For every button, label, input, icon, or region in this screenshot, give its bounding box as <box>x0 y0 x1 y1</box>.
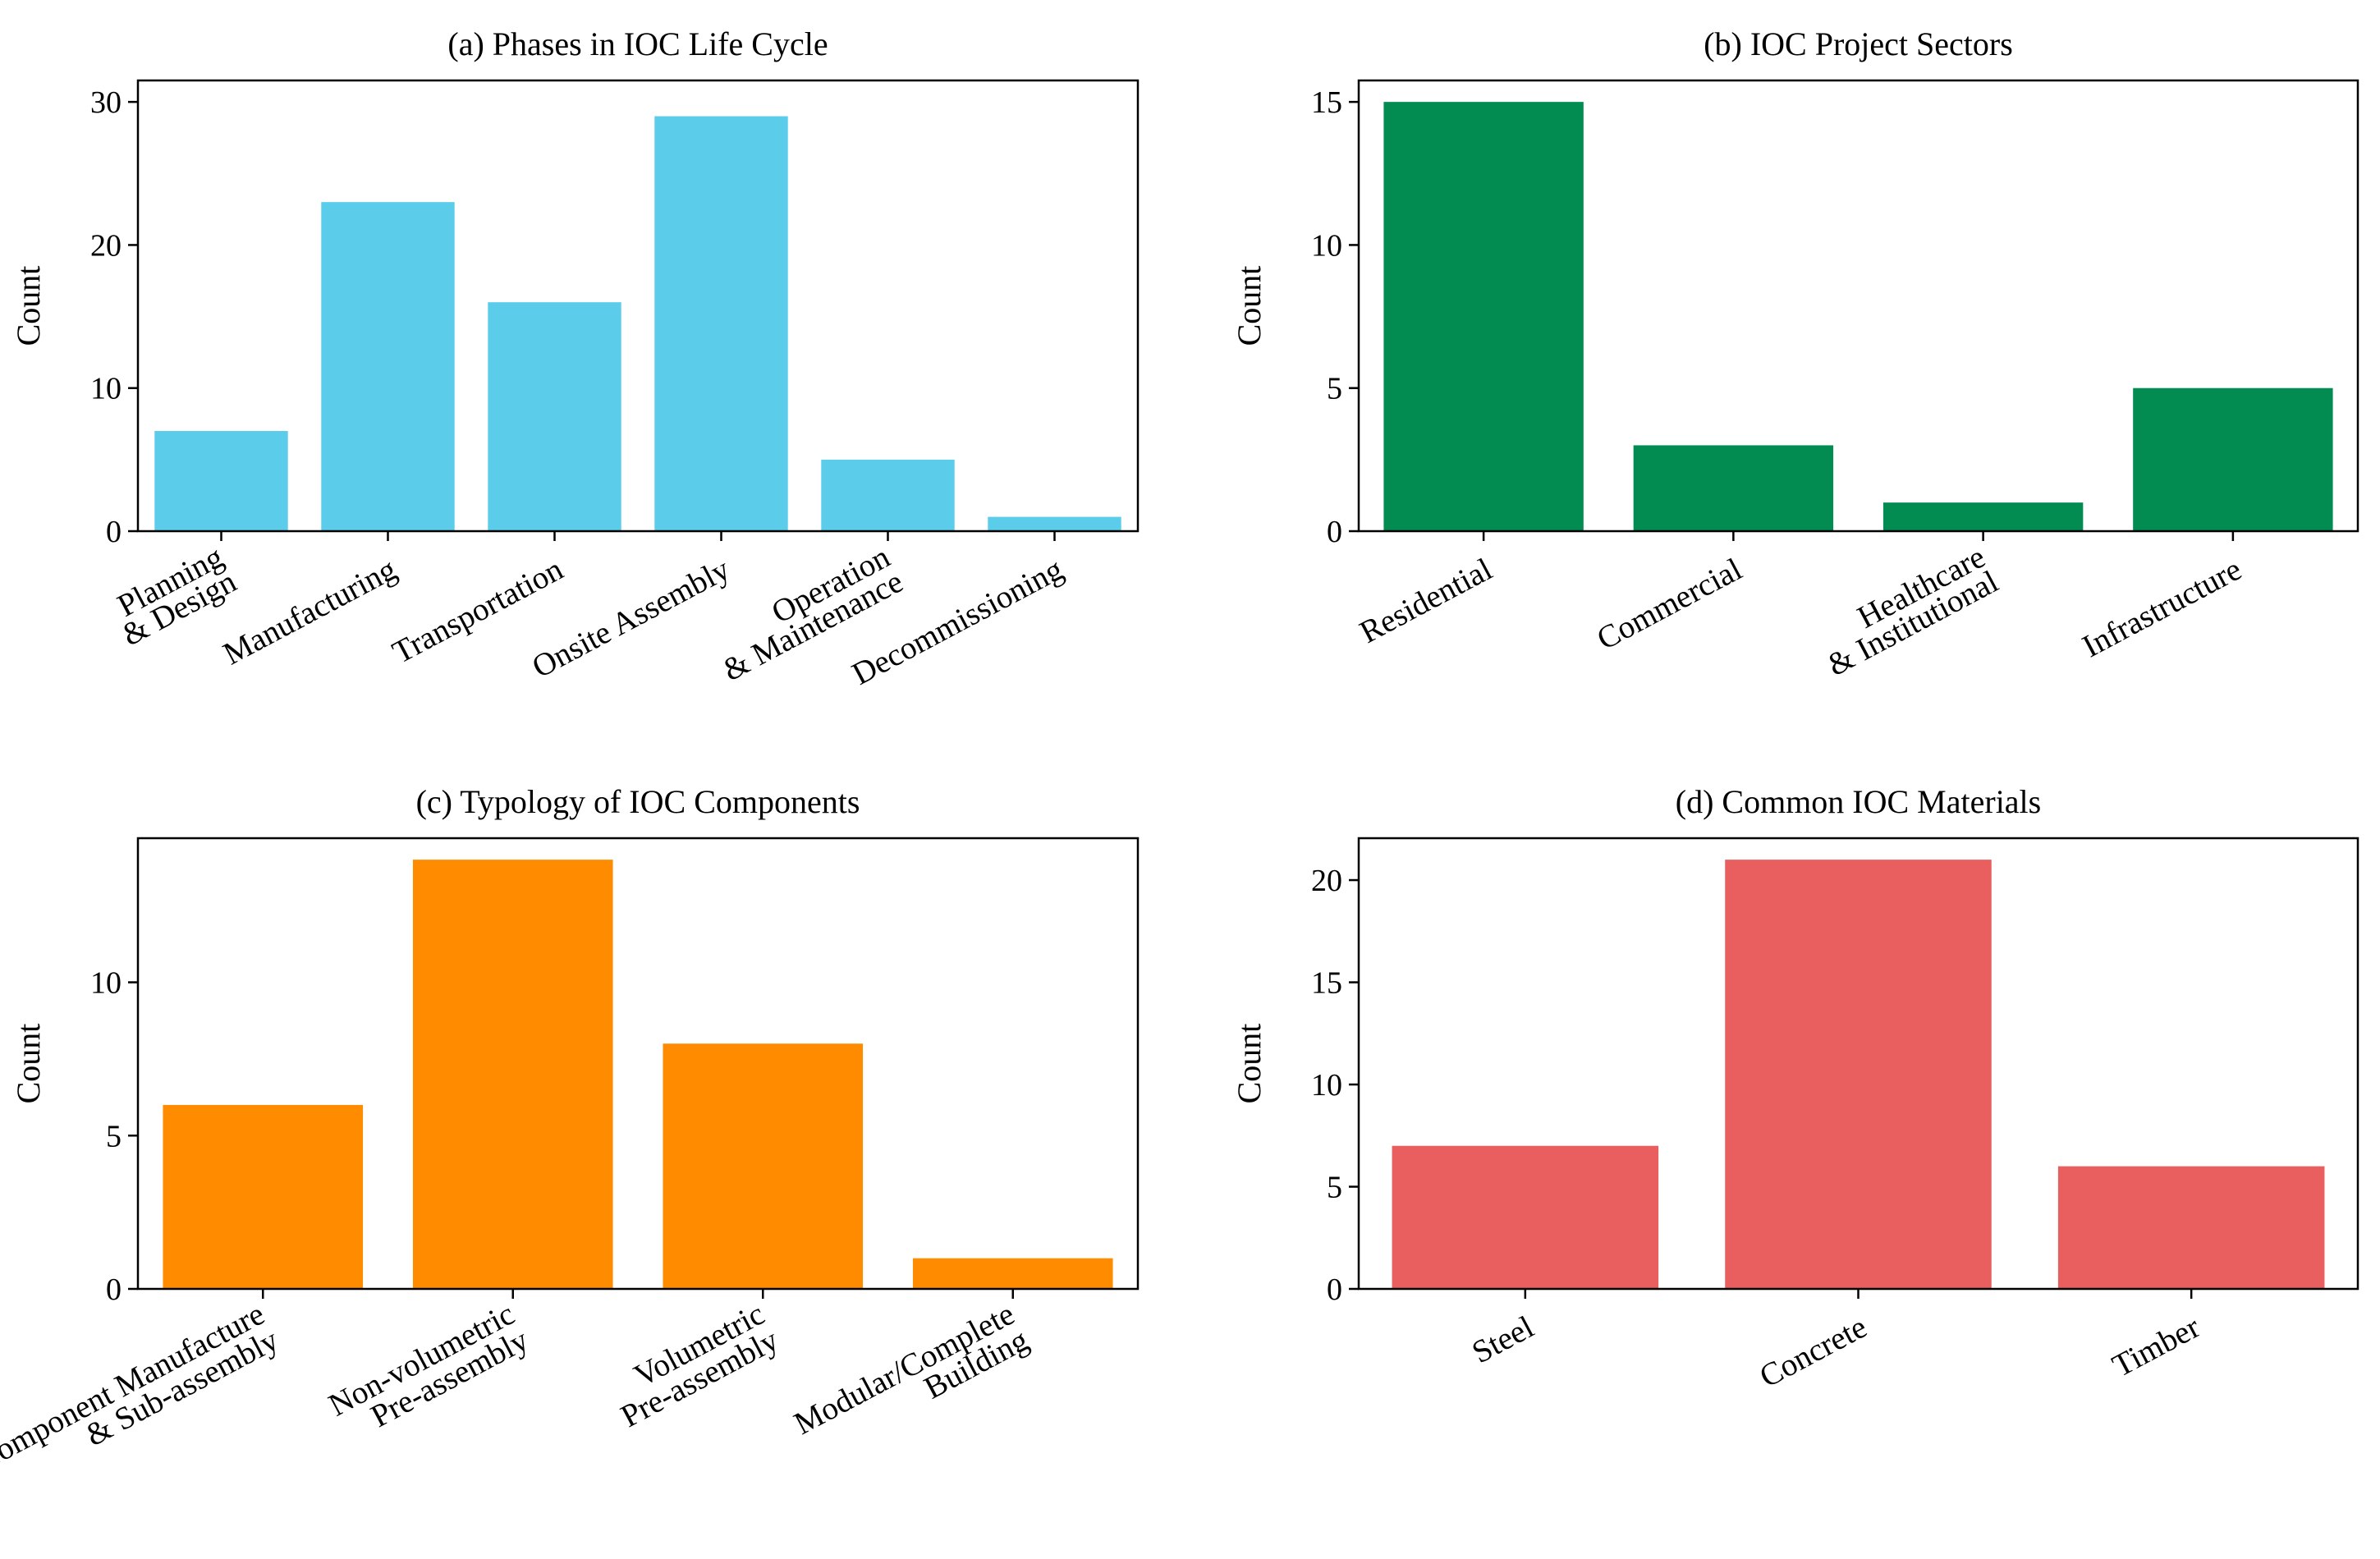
bar <box>2057 1166 2325 1289</box>
y-tick-label: 10 <box>90 966 122 1001</box>
y-tick-label: 10 <box>90 372 122 406</box>
y-axis-label: Count <box>1231 266 1268 346</box>
y-tick-label: 30 <box>90 85 122 120</box>
x-tick-label: Steel <box>1466 1309 1539 1371</box>
y-tick-label: 10 <box>1311 228 1342 263</box>
bar <box>654 116 788 532</box>
x-tick-label: Infrastructure <box>2077 552 2248 665</box>
bar <box>2133 387 2333 531</box>
y-axis-label: Count <box>10 266 47 346</box>
bar <box>1633 445 1834 531</box>
y-tick-label: 15 <box>1311 85 1342 120</box>
y-tick-label: 10 <box>1311 1068 1342 1103</box>
x-tick-label: Planning& Design <box>103 539 242 653</box>
chart-panel-4: (d) Common IOC Materials 0 5 10 15 20 Count Ste… <box>1231 783 2359 1395</box>
x-tick-label: Concrete <box>1754 1309 1872 1395</box>
bar <box>321 202 455 531</box>
x-tick-label: Residential <box>1354 552 1497 650</box>
chart-panel-3: (c) Typology of IOC Components 0 5 10 Count C… <box>0 783 1140 1505</box>
bar <box>154 431 288 531</box>
bar <box>412 860 613 1289</box>
chart-title: (d) Common IOC Materials <box>1676 783 2042 820</box>
x-tick-label: Modular/CompleteBuilding <box>788 1296 1034 1468</box>
y-tick-label: 15 <box>1311 966 1342 1001</box>
x-tick-label: Non-volumetricPre-assembly <box>323 1296 534 1450</box>
chart-title: (b) IOC Project Sectors <box>1704 25 2013 62</box>
y-tick-label: 0 <box>106 515 122 549</box>
y-tick-label: 0 <box>1327 1272 1342 1307</box>
y-tick-label: 5 <box>1327 1171 1342 1205</box>
y-tick-label: 5 <box>1327 372 1342 406</box>
y-axis-label: Count <box>1231 1024 1268 1104</box>
chart-panel-2: (b) IOC Project Sectors 0 5 10 15 Count Reside… <box>1231 25 2359 683</box>
bar <box>663 1043 864 1289</box>
y-axis-label: Count <box>10 1024 47 1104</box>
bar <box>1383 102 1584 531</box>
y-tick-label: 0 <box>106 1272 122 1307</box>
plot-frame <box>136 837 1140 1291</box>
bar <box>912 1258 1113 1289</box>
x-tick-label: Component Manufacture& Sub-assembly <box>0 1296 285 1505</box>
bar <box>1882 502 2084 531</box>
bar <box>988 516 1121 531</box>
plot-frame <box>1357 79 2359 533</box>
x-tick-label: Manufacturing <box>218 552 402 672</box>
bar <box>821 459 955 531</box>
chart-title: (a) Phases in IOC Life Cycle <box>447 25 828 62</box>
x-tick-label: Commercial <box>1591 552 1748 658</box>
y-tick-label: 5 <box>106 1119 122 1153</box>
x-tick-label: VolumetricPre-assembly <box>601 1296 784 1435</box>
bar <box>1725 860 1992 1289</box>
x-tick-label: Healthcare& Institutional <box>1809 539 2004 683</box>
bar <box>163 1104 364 1289</box>
chart-title: (c) Typology of IOC Components <box>416 783 860 820</box>
bar <box>1392 1145 1659 1289</box>
y-tick-label: 20 <box>1311 864 1342 898</box>
y-tick-label: 20 <box>90 228 122 263</box>
chart-panel-1: (a) Phases in IOC Life Cycle 0 10 20 30 Count… <box>10 25 1140 692</box>
x-tick-label: Timber <box>2107 1309 2205 1384</box>
bar <box>488 302 621 531</box>
y-tick-label: 0 <box>1327 515 1342 549</box>
plot-frame <box>136 79 1140 533</box>
